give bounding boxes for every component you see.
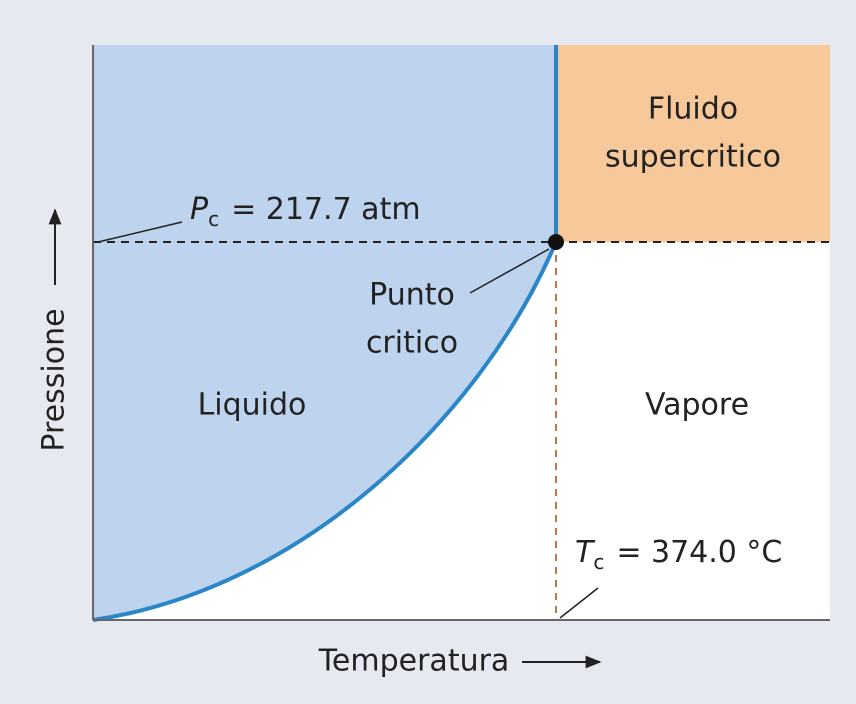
region-label: Fluido — [648, 92, 738, 127]
pc-label: Pc = 217.7 atm — [190, 192, 421, 231]
supercritical-region — [556, 45, 830, 242]
y-axis-label: Pressione — [37, 308, 72, 451]
symbol: P — [190, 192, 209, 227]
x-axis-label: Temperatura — [318, 644, 510, 679]
region-label: Liquido — [198, 388, 307, 423]
tc-leader — [559, 587, 599, 619]
value: = 374.0 °C — [616, 535, 782, 570]
subscript: c — [593, 550, 604, 574]
vaporization-curve — [92, 241, 558, 622]
symbol: T — [575, 535, 596, 570]
critical-label: critico — [366, 326, 458, 361]
critical-leader — [469, 248, 550, 294]
tc-label: Tc = 374.0 °C — [575, 535, 782, 574]
value: = 217.7 atm — [231, 192, 420, 227]
critical-label: Punto — [369, 278, 455, 313]
region-label: supercritico — [605, 140, 781, 175]
critical-point — [548, 234, 564, 250]
subscript: c — [208, 207, 219, 231]
liquid-region — [93, 45, 556, 620]
pc-leader — [97, 221, 183, 243]
region-label: Vapore — [645, 388, 749, 423]
